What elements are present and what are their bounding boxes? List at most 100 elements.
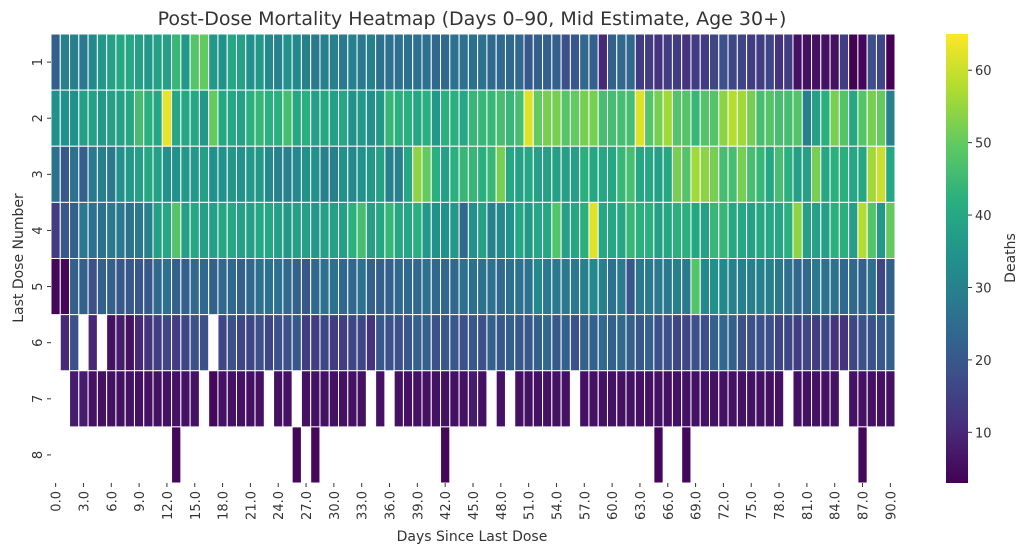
heatmap-cell: [263, 258, 275, 316]
heatmap-cell: [273, 314, 284, 372]
heatmap-cell: [690, 33, 701, 91]
heatmap-cell: [245, 314, 256, 372]
heatmap-cell: [736, 89, 748, 147]
heatmap-cell: [189, 89, 200, 147]
heatmap-cell: [792, 33, 803, 91]
heatmap-cell: [254, 145, 265, 203]
heatmap-cell: [263, 89, 275, 147]
heatmap-cell: [115, 314, 126, 372]
heatmap-cell: [189, 33, 200, 91]
heatmap-cell: [375, 258, 386, 316]
heatmap-cell: [875, 33, 887, 91]
heatmap-cell: [579, 201, 590, 260]
heatmap-cell: [440, 258, 451, 316]
heatmap-cell: [616, 258, 627, 316]
heatmap-cell: [310, 258, 321, 316]
heatmap-cell: [542, 89, 553, 147]
heatmap-cell: [319, 201, 330, 260]
heatmap-cell: [495, 258, 506, 316]
heatmap-cell: [421, 201, 432, 260]
heatmap-cell: [319, 89, 330, 147]
heatmap-cell: [180, 370, 191, 428]
heatmap-cell: [625, 145, 636, 203]
heatmap-cell: [783, 33, 794, 91]
heatmap-cell: [699, 370, 710, 428]
heatmap-cell: [245, 33, 256, 91]
heatmap-cell: [124, 89, 135, 147]
heatmap-cell: [662, 370, 673, 428]
heatmap-cell: [328, 33, 340, 91]
heatmap-cell: [681, 426, 692, 484]
heatmap-cell: [430, 201, 442, 260]
heatmap-cell: [662, 145, 673, 203]
heatmap-cell: [143, 89, 154, 147]
heatmap-cell: [755, 370, 766, 428]
heatmap-cell: [811, 258, 822, 316]
x-tick-label: 39.0: [411, 491, 426, 520]
heatmap-cell: [727, 33, 738, 91]
heatmap-cell: [829, 89, 840, 147]
heatmap-cell: [356, 89, 367, 147]
heatmap-cell: [848, 145, 859, 203]
heatmap-cell: [338, 258, 349, 316]
heatmap-cell: [50, 258, 61, 316]
heatmap-cell: [579, 145, 590, 203]
heatmap-cell: [143, 145, 154, 203]
heatmap-cell: [282, 89, 293, 147]
heatmap-cell: [746, 370, 757, 428]
chart-title: Post-Dose Mortality Heatmap (Days 0–90, …: [158, 8, 787, 30]
heatmap-cell: [421, 145, 432, 203]
heatmap-cell: [161, 370, 173, 428]
heatmap-cell: [96, 370, 108, 428]
heatmap-cell: [78, 370, 89, 428]
heatmap-cell: [588, 145, 599, 203]
heatmap-cell: [588, 89, 599, 147]
heatmap-cell: [588, 258, 599, 316]
x-tick-label: 30.0: [328, 491, 343, 520]
x-tick-label: 78.0: [773, 491, 788, 520]
heatmap-cell: [616, 201, 627, 260]
heatmap-cell: [783, 258, 794, 316]
heatmap-cell: [375, 89, 386, 147]
heatmap-cell: [106, 258, 117, 316]
heatmap-cell: [143, 258, 154, 316]
heatmap-cell: [653, 145, 664, 203]
heatmap-cell: [671, 89, 683, 147]
heatmap-cell: [746, 145, 757, 203]
heatmap-cell: [347, 89, 358, 147]
heatmap-cell: [87, 33, 98, 91]
heatmap-cell: [180, 258, 191, 316]
heatmap-cell: [653, 370, 664, 428]
heatmap-cell: [560, 33, 571, 91]
heatmap-cell: [59, 314, 71, 372]
heatmap-cell: [59, 145, 71, 203]
heatmap-cell: [764, 145, 775, 203]
heatmap-cell: [718, 314, 729, 372]
heatmap-cell: [801, 145, 813, 203]
heatmap-cell: [50, 89, 61, 147]
heatmap-cell: [875, 370, 887, 428]
heatmap-cell: [235, 145, 247, 203]
heatmap-cell: [820, 201, 831, 260]
heatmap-cell: [829, 258, 840, 316]
y-tick-label: 5: [31, 282, 46, 290]
heatmap-cell: [87, 145, 98, 203]
heatmap-cell: [486, 145, 497, 203]
heatmap-cell: [235, 370, 247, 428]
heatmap-cell: [300, 89, 312, 147]
heatmap-cell: [709, 370, 720, 428]
heatmap-cell: [588, 370, 599, 428]
heatmap-cell: [606, 370, 618, 428]
heatmap-cell: [273, 33, 284, 91]
heatmap-cell: [514, 258, 525, 316]
heatmap-cell: [811, 370, 822, 428]
heatmap-cell: [606, 89, 618, 147]
heatmap-cell: [124, 33, 135, 91]
heatmap-cell: [542, 258, 553, 316]
x-tick-label: 21.0: [244, 491, 259, 520]
heatmap-cell: [59, 258, 71, 316]
heatmap-cell: [365, 145, 377, 203]
heatmap-cell: [282, 314, 293, 372]
heatmap-cell: [838, 258, 850, 316]
heatmap-cell: [152, 370, 163, 428]
